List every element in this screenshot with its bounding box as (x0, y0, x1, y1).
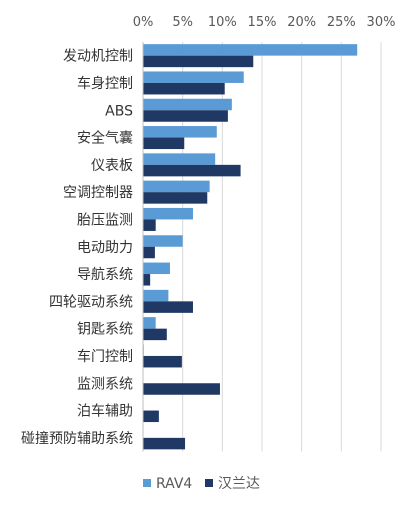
bars (143, 44, 358, 450)
x-axis-ticks: 0% 5% 10% 15% 20% 25% 30% (133, 15, 396, 30)
category-label: 发动机控制 (63, 49, 133, 65)
bar (143, 246, 155, 259)
bar (143, 192, 208, 204)
bar (143, 328, 167, 341)
bar (143, 44, 358, 56)
bar (143, 55, 254, 68)
x-tick-label: 15% (248, 15, 277, 30)
category-label: 安全气囊 (77, 130, 133, 147)
x-tick-label: 10% (208, 15, 237, 30)
x-tick-label: 5% (172, 15, 193, 30)
bar (143, 164, 241, 177)
bar (143, 301, 193, 313)
category-label: ABS (105, 103, 133, 119)
bar (143, 207, 193, 220)
bar (143, 355, 182, 368)
legend: RAV4 汉兰达 (143, 476, 260, 492)
category-label: 电动助力 (77, 240, 133, 256)
bar (143, 110, 228, 122)
legend-swatch (205, 479, 213, 487)
category-label: 仪表板 (91, 158, 133, 174)
bar (143, 98, 232, 111)
category-label: 车身控制 (77, 75, 133, 92)
legend-label: 汉兰达 (218, 476, 260, 492)
bar (143, 410, 159, 423)
category-label: 导航系统 (77, 267, 133, 283)
bar (143, 437, 186, 450)
category-label: 泊车辅助 (77, 403, 133, 420)
category-label: 钥匙系统 (77, 322, 133, 338)
category-label: 四轮驱动系统 (49, 294, 133, 310)
legend-swatch (143, 479, 151, 487)
bar (143, 235, 183, 247)
bar (143, 180, 210, 193)
legend-label: RAV4 (156, 476, 192, 492)
x-tick-label: 25% (327, 15, 356, 30)
bar (143, 219, 156, 231)
bar (143, 153, 216, 165)
category-label: 监测系统 (77, 376, 133, 392)
x-tick-label: 0% (133, 15, 154, 30)
bar (143, 126, 217, 138)
category-label: 碰撞预防辅助系统 (21, 431, 133, 447)
bar (143, 82, 225, 95)
x-tick-label: 20% (287, 15, 316, 30)
category-label: 空调控制器 (63, 185, 133, 201)
bar (143, 71, 244, 83)
bar (143, 383, 220, 395)
x-tick-label: 30% (367, 15, 396, 30)
bar (143, 289, 169, 302)
category-label: 胎压监测 (77, 212, 133, 228)
category-label: 车门控制 (77, 348, 133, 365)
bar (143, 137, 185, 150)
bar (143, 274, 151, 286)
bar (143, 317, 156, 329)
bar (143, 262, 170, 275)
